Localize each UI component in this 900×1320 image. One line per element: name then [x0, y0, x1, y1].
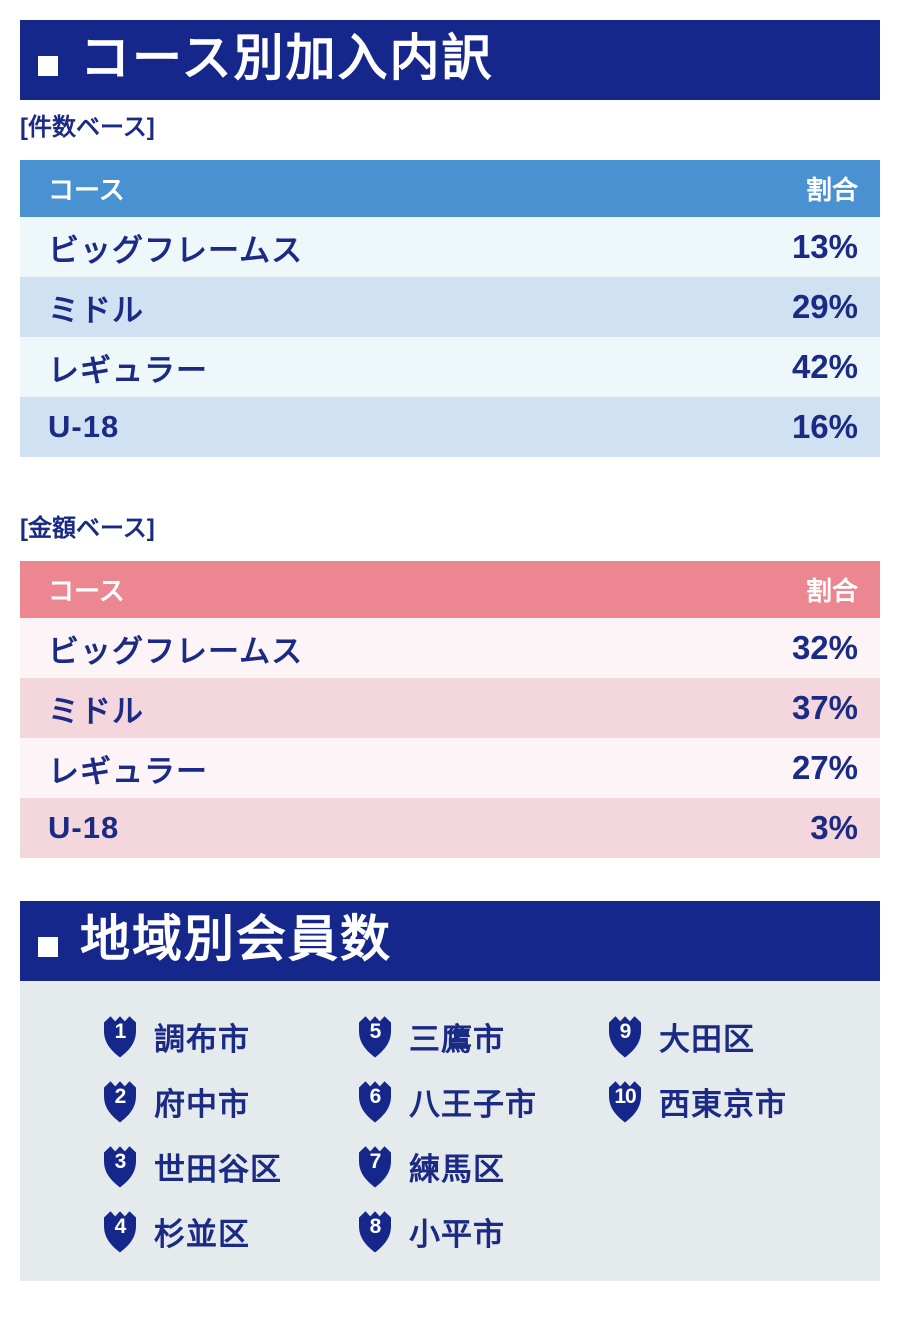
amount-base-table: コース 割合 ビッグフレームス 32% ミドル 37% レギュラー 27% U-… — [20, 561, 880, 858]
shield-badge-icon: 6 — [355, 1079, 395, 1123]
table-row: U-18 3% — [20, 798, 880, 858]
region-rank-number: 6 — [369, 1084, 382, 1108]
count-base-table: コース 割合 ビッグフレームス 13% ミドル 29% レギュラー 42% U-… — [20, 160, 880, 457]
region-name: 世田谷区 — [154, 1151, 282, 1187]
region-rank-number: 5 — [369, 1019, 382, 1043]
region-name: 西東京市 — [659, 1086, 787, 1122]
amount-base-label: [金額ベース] — [20, 515, 155, 542]
shield-badge-icon: 10 — [605, 1079, 645, 1123]
share-value: 3% — [810, 809, 858, 846]
table-row: ビッグフレームス 32% — [20, 618, 880, 678]
share-value: 13% — [791, 228, 858, 265]
shield-badge-icon: 7 — [355, 1144, 395, 1188]
square-bullet-icon — [38, 937, 58, 957]
shield-badge-icon: 3 — [100, 1144, 140, 1188]
region-rank-item: 10 西東京市 — [605, 1079, 880, 1123]
table-row: U-18 16% — [20, 397, 880, 457]
course-section-title: コース別加入内訳 — [80, 30, 494, 86]
region-rank-number: 2 — [114, 1084, 127, 1108]
course-name: ビッグフレームス — [48, 232, 304, 268]
region-name: 八王子市 — [409, 1086, 537, 1122]
shield-badge-icon: 8 — [355, 1209, 395, 1253]
share-value: 29% — [791, 288, 858, 325]
region-ranking-panel: 1 調布市 2 府中市 3 世田谷区 — [20, 981, 880, 1281]
region-rank-number: 7 — [369, 1149, 382, 1173]
shield-badge-icon: 4 — [100, 1209, 140, 1253]
region-rank-item: 6 八王子市 — [355, 1079, 605, 1123]
region-rank-item: 1 調布市 — [100, 1014, 355, 1058]
course-section-header: コース別加入内訳 — [20, 20, 880, 100]
region-rank-item: 2 府中市 — [100, 1079, 355, 1123]
count-base-table-header-row: コース 割合 — [20, 160, 880, 217]
course-name: レギュラー — [48, 352, 208, 388]
shield-badge-icon: 9 — [605, 1014, 645, 1058]
region-rank-number: 10 — [614, 1084, 636, 1108]
region-rank-item: 7 練馬区 — [355, 1144, 605, 1188]
region-name: 練馬区 — [409, 1151, 505, 1187]
region-name: 三鷹市 — [409, 1021, 505, 1057]
course-name: ミドル — [48, 693, 144, 729]
region-name: 大田区 — [659, 1021, 755, 1057]
table-row: ミドル 37% — [20, 678, 880, 738]
table-row: ミドル 29% — [20, 277, 880, 337]
column-header-course: コース — [48, 175, 125, 205]
column-header-course: コース — [48, 576, 125, 606]
course-name: ミドル — [48, 292, 144, 328]
region-rank-number: 8 — [369, 1214, 382, 1238]
amount-base-table-header-row: コース 割合 — [20, 561, 880, 618]
region-section-title: 地域別会員数 — [80, 911, 392, 967]
region-rank-number: 3 — [114, 1149, 127, 1173]
share-value: 42% — [791, 348, 858, 385]
course-name: ビッグフレームス — [48, 633, 304, 669]
column-header-share: 割合 — [805, 576, 858, 606]
region-rank-number: 1 — [114, 1019, 127, 1043]
course-name: U-18 — [48, 810, 120, 845]
region-rank-number: 9 — [619, 1019, 632, 1043]
column-header-share: 割合 — [805, 175, 858, 205]
region-name: 杉並区 — [154, 1216, 250, 1252]
course-name: レギュラー — [48, 753, 208, 789]
table-row: レギュラー 27% — [20, 738, 880, 798]
count-base-label: [件数ベース] — [20, 114, 155, 141]
square-bullet-icon — [38, 56, 58, 76]
shield-badge-icon: 1 — [100, 1014, 140, 1058]
region-section-header: 地域別会員数 — [20, 901, 880, 981]
share-value: 32% — [791, 629, 858, 666]
region-rank-number: 4 — [114, 1214, 127, 1238]
table-row: レギュラー 42% — [20, 337, 880, 397]
region-rank-item: 4 杉並区 — [100, 1209, 355, 1253]
region-rank-item: 9 大田区 — [605, 1014, 880, 1058]
region-ranking-grid: 1 調布市 2 府中市 3 世田谷区 — [100, 1014, 880, 1253]
region-name: 府中市 — [154, 1086, 250, 1122]
shield-badge-icon: 2 — [100, 1079, 140, 1123]
region-name: 調布市 — [154, 1021, 250, 1057]
page: コース別加入内訳 [件数ベース] コース 割合 ビッグフレームス 13% ミドル… — [0, 20, 900, 1320]
course-name: U-18 — [48, 409, 120, 444]
region-rank-item: 8 小平市 — [355, 1209, 605, 1253]
table-row: ビッグフレームス 13% — [20, 217, 880, 277]
region-rank-item: 5 三鷹市 — [355, 1014, 605, 1058]
share-value: 16% — [791, 408, 858, 445]
share-value: 27% — [791, 749, 858, 786]
region-name: 小平市 — [409, 1216, 505, 1252]
region-rank-item: 3 世田谷区 — [100, 1144, 355, 1188]
share-value: 37% — [791, 689, 858, 726]
shield-badge-icon: 5 — [355, 1014, 395, 1058]
